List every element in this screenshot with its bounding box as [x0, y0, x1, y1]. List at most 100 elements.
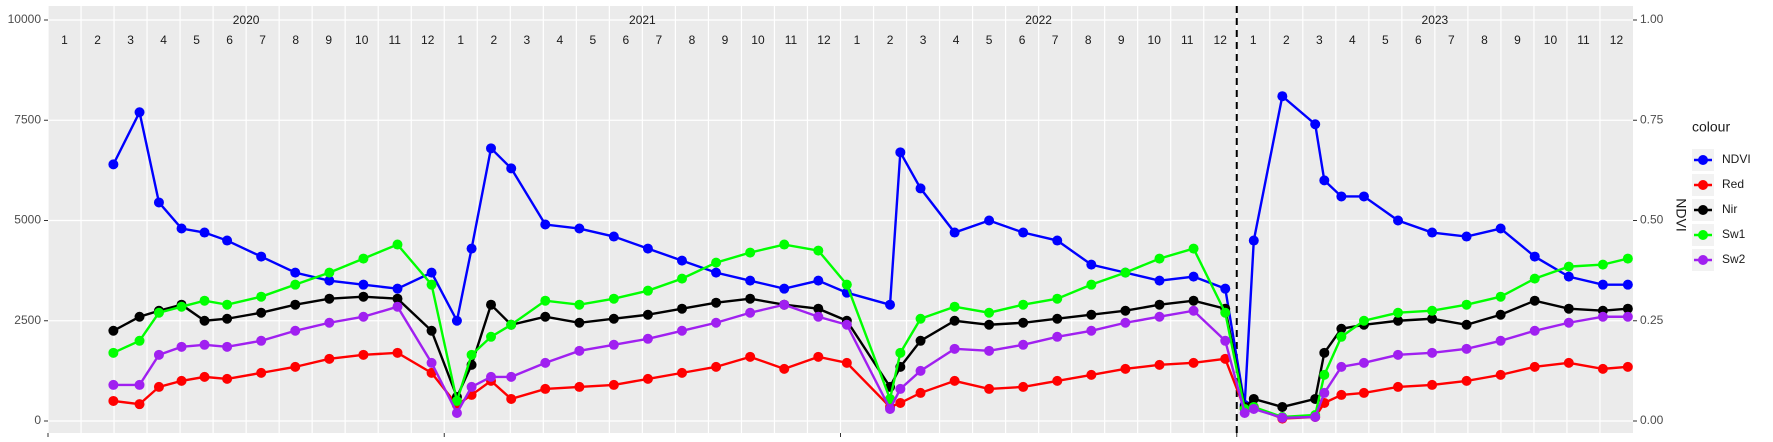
data-point — [1248, 403, 1259, 414]
data-point — [915, 313, 926, 324]
data-point — [574, 299, 585, 310]
data-point — [1319, 387, 1330, 398]
data-point — [711, 257, 722, 268]
data-point — [1622, 311, 1633, 322]
data-point — [1248, 235, 1259, 246]
data-point — [466, 243, 477, 254]
month-label: 2 — [490, 33, 497, 47]
data-point — [1120, 267, 1131, 278]
data-point — [426, 325, 437, 336]
data-point — [358, 291, 369, 302]
legend-title: colour — [1692, 119, 1730, 135]
data-point — [984, 345, 995, 356]
data-point — [1563, 317, 1574, 328]
data-point — [1277, 412, 1288, 423]
month-label: 6 — [1415, 33, 1422, 47]
data-point — [1018, 299, 1029, 310]
data-point — [1319, 175, 1330, 186]
data-point — [1358, 357, 1369, 368]
month-label: 11 — [1181, 33, 1194, 47]
data-point — [1310, 119, 1321, 130]
month-label: 3 — [1316, 33, 1323, 47]
data-point — [290, 279, 301, 290]
month-label: 7 — [1448, 33, 1455, 47]
data-point — [895, 347, 906, 358]
month-label: 5 — [590, 33, 597, 47]
data-point — [1220, 307, 1231, 318]
data-point — [1336, 361, 1347, 372]
data-point — [1154, 253, 1165, 264]
data-point — [1358, 315, 1369, 326]
data-point — [1461, 343, 1472, 354]
month-label: 12 — [1610, 33, 1624, 47]
data-point — [540, 295, 551, 306]
data-point — [895, 383, 906, 394]
data-point — [984, 383, 995, 394]
data-point — [915, 387, 926, 398]
data-point — [199, 315, 210, 326]
month-label: 9 — [1514, 33, 1521, 47]
data-point — [1393, 381, 1404, 392]
data-point — [915, 183, 926, 194]
data-point — [222, 373, 233, 384]
data-point — [451, 407, 462, 418]
legend-dot — [1698, 155, 1708, 165]
data-point — [1018, 317, 1029, 328]
data-point — [1358, 191, 1369, 202]
data-point — [1052, 313, 1063, 324]
data-point — [324, 317, 335, 328]
month-label: 9 — [722, 33, 729, 47]
month-label: 1 — [854, 33, 861, 47]
data-point — [134, 311, 145, 322]
month-label: 12 — [1214, 33, 1228, 47]
month-label: 5 — [193, 33, 200, 47]
data-point — [1248, 393, 1259, 404]
legend-dot — [1698, 205, 1708, 215]
data-point — [984, 319, 995, 330]
data-point — [290, 299, 301, 310]
month-label: 9 — [325, 33, 332, 47]
data-point — [324, 275, 335, 286]
data-point — [1563, 303, 1574, 314]
data-point — [745, 351, 756, 362]
data-point — [1495, 309, 1506, 320]
legend-label: NDVI — [1722, 152, 1751, 166]
data-point — [324, 353, 335, 364]
data-point — [1120, 363, 1131, 374]
data-point — [779, 239, 790, 250]
data-point — [1358, 387, 1369, 398]
year-label: 2022 — [1025, 13, 1052, 27]
data-point — [1188, 271, 1199, 282]
month-label: 2 — [1283, 33, 1290, 47]
data-point — [841, 357, 852, 368]
data-point — [1427, 305, 1438, 316]
data-point — [1393, 315, 1404, 326]
data-point — [1336, 389, 1347, 400]
data-point — [392, 301, 403, 312]
data-point — [1120, 317, 1131, 328]
y2-tick-label: 1.00 — [1640, 12, 1664, 26]
data-point — [1393, 349, 1404, 360]
data-point — [540, 311, 551, 322]
data-point — [358, 349, 369, 360]
data-point — [779, 299, 790, 310]
data-point — [1086, 259, 1097, 270]
data-point — [1563, 261, 1574, 272]
data-point — [1188, 295, 1199, 306]
data-point — [486, 299, 497, 310]
data-point — [1461, 299, 1472, 310]
data-point — [1220, 353, 1231, 364]
data-point — [1597, 311, 1608, 322]
data-point — [779, 283, 790, 294]
data-point — [1120, 305, 1131, 316]
data-point — [1336, 191, 1347, 202]
y-tick-label: 0 — [34, 413, 41, 427]
y2-tick-label: 0.50 — [1640, 213, 1664, 227]
month-label: 8 — [292, 33, 299, 47]
data-point — [1188, 243, 1199, 254]
data-point — [486, 143, 497, 154]
month-label: 1 — [1250, 33, 1257, 47]
data-point — [677, 325, 687, 336]
month-label: 4 — [556, 33, 563, 47]
data-point — [134, 379, 145, 390]
